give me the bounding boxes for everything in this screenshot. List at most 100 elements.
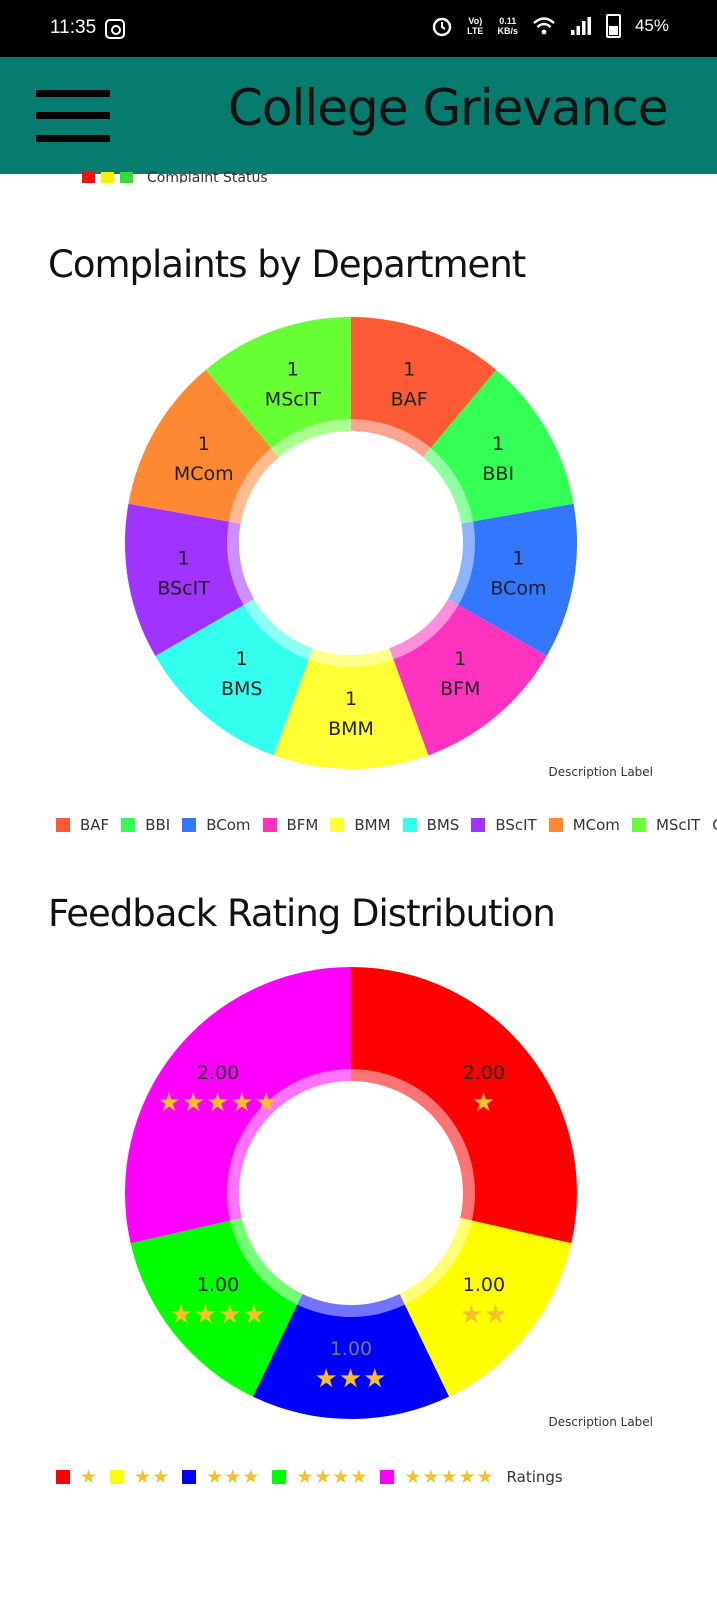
network-speed: 0.11 KB/s [497,16,518,36]
legend-item: BCom [182,816,251,834]
legend-label: BCom [206,816,251,834]
volte-indicator: Vo) LTE [467,16,484,36]
legend-item: MScIT [631,816,701,834]
slice-category-label: BCom [490,578,546,600]
slice-value-label: 1 [178,548,190,570]
legend-swatch [56,1470,70,1484]
signal-icon [570,17,591,35]
legend-swatch [272,1470,287,1484]
slice-value-label: 1 [492,433,504,455]
slice-value-label: 1 [287,358,299,380]
slice-value-label: 1.00 [463,1274,505,1296]
alarm-icon [432,17,452,37]
legend-star-label: ★★★★ [296,1466,369,1488]
legend-swatch [110,1470,125,1484]
legend-swatch [471,818,486,832]
legend-item: ★★★ [182,1466,260,1488]
legend-star-label: ★ [80,1466,99,1488]
slice-value-label: 1 [198,433,210,455]
legend-swatch [402,818,417,832]
legend-swatch [121,818,136,832]
wifi-icon [533,17,555,35]
department-legend: BAF BBI BCom BFM BMM BMS BScIT MCom MScIT Com [56,816,717,834]
slice-value-label: 1 [512,548,524,570]
donut-hole [239,1081,463,1305]
feedback-description-label: Description Label [548,1415,653,1429]
department-chart-title: Complaints by Department [48,243,526,286]
legend-swatch [548,818,563,832]
legend-label: MScIT [655,816,701,834]
legend-swatch [330,818,345,832]
app-title: College Grievance [228,79,669,137]
slice-star-label: ★★★★★ [157,1088,279,1118]
legend-item: BMM [330,816,391,834]
slice-category-label: BScIT [157,578,210,600]
instagram-icon [105,19,125,39]
legend-label: Complaint Status [147,171,268,183]
legend-label: BFM [286,816,319,834]
legend-item: ★ [56,1466,98,1488]
slice-value-label: 1 [236,648,248,670]
legend-label: BMM [354,816,391,834]
department-donut-chart[interactable]: 1 BAF 1 BBI 1 BCom 1 BFM 1 BMM 1 BMS 1 BScIT 1 MCom 1 MSc… [0,300,717,790]
hamburger-menu-icon[interactable] [36,90,110,142]
legend-dataset-label: Ratings [506,1468,563,1486]
legend-label: BAF [80,816,110,834]
legend-item: BBI [121,816,170,834]
legend-item: BAF [56,816,109,834]
slice-star-label: ★★★ [315,1364,388,1394]
chart-slice[interactable] [273,543,429,769]
feedback-chart-title: Feedback Rating Distribution [48,892,556,935]
battery-percent: 45% [634,16,669,35]
donut-hole [239,431,463,655]
slice-value-label: 1 [345,688,357,710]
chart-slice[interactable] [252,1193,450,1419]
slice-category-label: BBI [482,463,514,485]
slice-value-label: 2.00 [197,1062,239,1084]
legend-swatch [182,818,197,832]
legend-item: BScIT [471,816,537,834]
slice-value-label: 1 [454,648,466,670]
legend-swatch [262,818,277,832]
legend-dataset-label: Com [712,816,717,834]
slice-category-label: BAF [391,388,428,410]
legend-label: BMS [426,816,460,834]
legend-swatch [120,172,133,183]
legend-star-label: ★★★★★ [404,1466,495,1488]
feedback-legend: ★ ★★ ★★★ ★★★★ ★★★★★ Ratings [56,1466,563,1488]
legend-swatch [82,172,95,183]
battery-icon [605,14,621,38]
legend-swatch [182,1470,197,1484]
legend-item: ★★★★ [272,1466,368,1488]
slice-category-label: BMS [221,678,263,700]
slice-category-label: MScIT [265,388,322,410]
legend-swatch [631,818,646,832]
slice-value-label: 1.00 [197,1274,239,1296]
legend-item: MCom [548,816,620,834]
legend-star-label: ★★★ [206,1466,261,1488]
complaint-status-legend: Complaint Status [82,171,268,183]
slice-category-label: BMM [328,718,374,740]
department-description-label: Description Label [548,765,653,779]
legend-star-label: ★★ [134,1466,171,1488]
slice-value-label: 1 [403,358,415,380]
slice-star-label: ★★ [460,1300,509,1330]
status-time: 11:35 [50,17,97,38]
slice-value-label: 1.00 [330,1338,372,1360]
legend-swatch [101,172,114,183]
legend-label: BScIT [495,816,537,834]
app-bar: College Grievance [0,57,717,174]
legend-swatch [380,1470,395,1484]
status-icons: Vo) LTE 0.11 KB/s 45% [431,14,669,38]
status-bar: 11:35 Vo) LTE 0.11 KB/s 45% [0,0,717,57]
legend-label: BBI [145,816,171,834]
legend-item: BMS [402,816,460,834]
feedback-donut-chart[interactable]: 2.00 ★ 1.00 ★★ 1.00 ★★★ 1.00 ★★★★ 2.00 ★★★★★ [0,950,717,1440]
legend-swatch [56,818,70,832]
legend-item: ★★★★★ [380,1466,494,1488]
slice-category-label: MCom [174,463,234,485]
legend-item: BFM [262,816,319,834]
slice-star-label: ★ [472,1088,496,1118]
slice-value-label: 2.00 [463,1062,505,1084]
slice-star-label: ★★★★ [169,1300,266,1330]
